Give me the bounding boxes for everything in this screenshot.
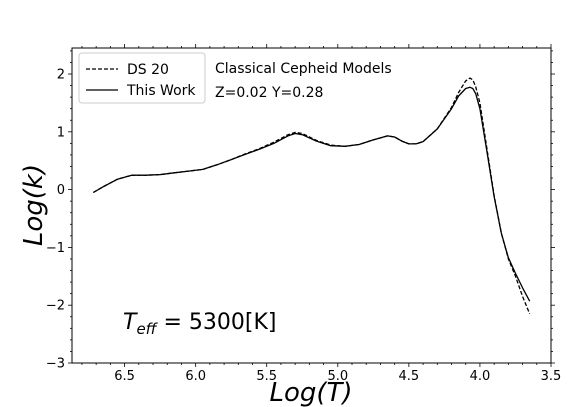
teff-annotation: Teff = 5300[K] <box>123 310 277 338</box>
y-tick-label: 0 <box>57 183 65 198</box>
legend-label-this-work: This Work <box>126 83 196 99</box>
x-tick-label: 6.5 <box>114 369 135 384</box>
plot-frame <box>71 47 552 364</box>
x-tick-label: 4.5 <box>399 369 420 384</box>
legend: DS 20 This Work <box>78 52 206 104</box>
y-tick-label: 2 <box>57 68 65 83</box>
teff-value: = 5300[K] <box>157 310 277 335</box>
x-tick-label: 3.5 <box>541 369 562 384</box>
y-axis-title: Log(k) <box>19 164 49 246</box>
x-tick-label: 4.0 <box>470 369 491 384</box>
x-tick-label: 5.5 <box>256 369 277 384</box>
y-tick-label: −2 <box>46 299 65 314</box>
y-tick-label: −1 <box>46 241 65 256</box>
x-axis-title: Log(T) <box>269 378 352 407</box>
y-tick-label: −3 <box>46 357 65 372</box>
x-tick-label: 6.0 <box>185 369 206 384</box>
plot-curves <box>92 77 531 315</box>
y-axis: 2 1 0 −1 −2 −3 <box>46 50 555 372</box>
model-title-annotation: Classical Cepheid Models <box>215 61 392 77</box>
legend-label-ds20: DS 20 <box>127 62 169 78</box>
teff-symbol: T <box>123 310 138 335</box>
x-tick-label: 5.0 <box>327 369 348 384</box>
x-axis: 6.5 6.0 5.5 5.0 4.5 4.0 3.5 <box>81 44 562 384</box>
composition-annotation: Z=0.02 Y=0.28 <box>215 85 323 101</box>
series-line-ds20 <box>92 77 531 315</box>
series-line-this-work <box>92 86 531 302</box>
teff-subscript: eff <box>136 320 158 338</box>
y-tick-label: 1 <box>57 125 65 140</box>
